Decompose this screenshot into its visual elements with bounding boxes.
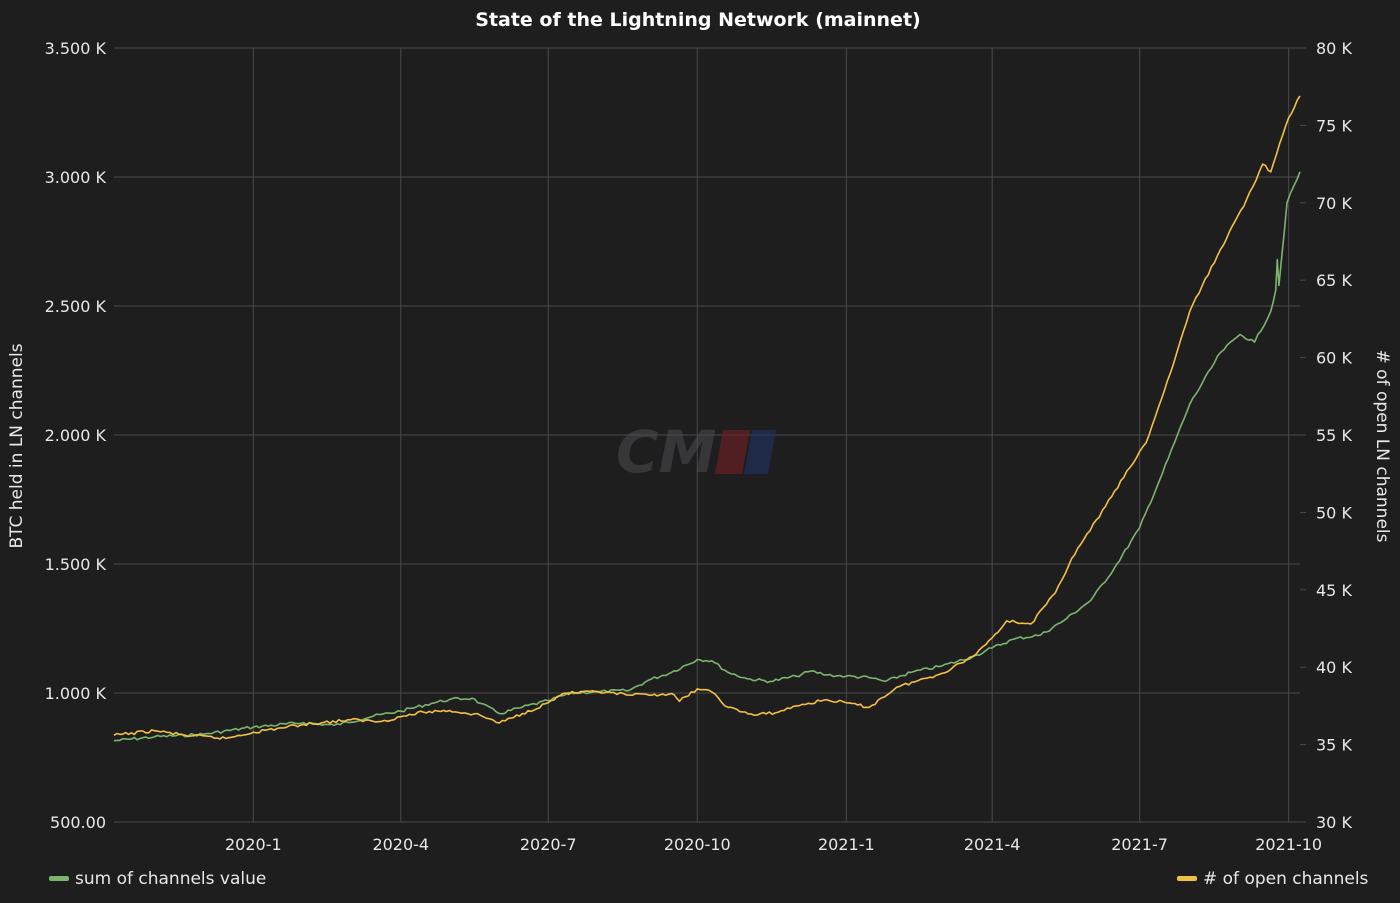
y-left-tick-label: 3.500 K: [45, 39, 107, 58]
y-right-tick-label: 35 K: [1316, 736, 1352, 755]
legend-label-sum-of-channels-value[interactable]: sum of channels value: [75, 869, 266, 889]
y-left-tick-label: 2.500 K: [45, 297, 107, 316]
y-right-tick-label: 50 K: [1316, 503, 1352, 522]
chart-title: State of the Lightning Network (mainnet): [475, 9, 920, 31]
x-tick-label: 2020-1: [225, 835, 282, 854]
grid: [114, 47, 1300, 823]
legend: sum of channels value # of open channels: [49, 869, 1369, 889]
legend-swatch-open-channels: [1177, 876, 1197, 881]
y-right-tick-label: 55 K: [1316, 426, 1352, 445]
x-tick-label: 2021-7: [1111, 835, 1168, 854]
series-lines: [113, 95, 1301, 742]
x-tick-label: 2021-1: [818, 835, 875, 854]
y-left-tick-label: 500.00: [50, 813, 106, 832]
legend-swatch-sum-of-channels-value: [49, 876, 69, 881]
x-tick-label: 2020-7: [520, 835, 577, 854]
y-left-axis-title: BTC held in LN channels: [7, 343, 27, 548]
watermark-red-mark: [715, 430, 750, 474]
y-right-tick-label: 80 K: [1316, 39, 1352, 58]
x-tick-label: 2021-4: [964, 835, 1021, 854]
y-left-tick-label: 1.000 K: [45, 684, 107, 703]
legend-label-open-channels[interactable]: # of open channels: [1203, 869, 1369, 889]
y-left-ticks: 500.00 1.000 K 1.500 K 2.000 K 2.500 K 3.000 …: [45, 39, 107, 832]
y-right-tick-label: 60 K: [1316, 349, 1352, 368]
x-tick-label: 2020-10: [664, 835, 731, 854]
y-right-tick-label: 30 K: [1316, 813, 1352, 832]
y-right-tick-label: 45 K: [1316, 581, 1352, 600]
y-right-ticks: 30 K 35 K 40 K 45 K 50 K 55 K 60 K 65 K 70 K 75 K…: [1300, 39, 1352, 832]
x-tick-label: 2020-4: [372, 835, 429, 854]
y-left-tick-label: 3.000 K: [45, 168, 107, 187]
x-ticks: 2020-1 2020-4 2020-7 2020-10 2021-1 2021-4 202…: [225, 835, 1322, 854]
y-left-tick-label: 2.000 K: [45, 426, 107, 445]
watermark-blue-mark: [744, 430, 776, 474]
watermark-text: CM: [616, 418, 716, 486]
y-right-axis-title: # of open LN channels: [1372, 350, 1392, 543]
y-right-tick-label: 70 K: [1316, 194, 1352, 213]
series-line-open-channels: [113, 95, 1301, 740]
y-right-tick-label: 75 K: [1316, 116, 1352, 135]
y-right-tick-label: 65 K: [1316, 271, 1352, 290]
y-left-tick-label: 1.500 K: [45, 555, 107, 574]
y-right-tick-label: 40 K: [1316, 658, 1352, 677]
watermark: CM: [616, 418, 776, 486]
x-tick-label: 2021-10: [1255, 835, 1322, 854]
